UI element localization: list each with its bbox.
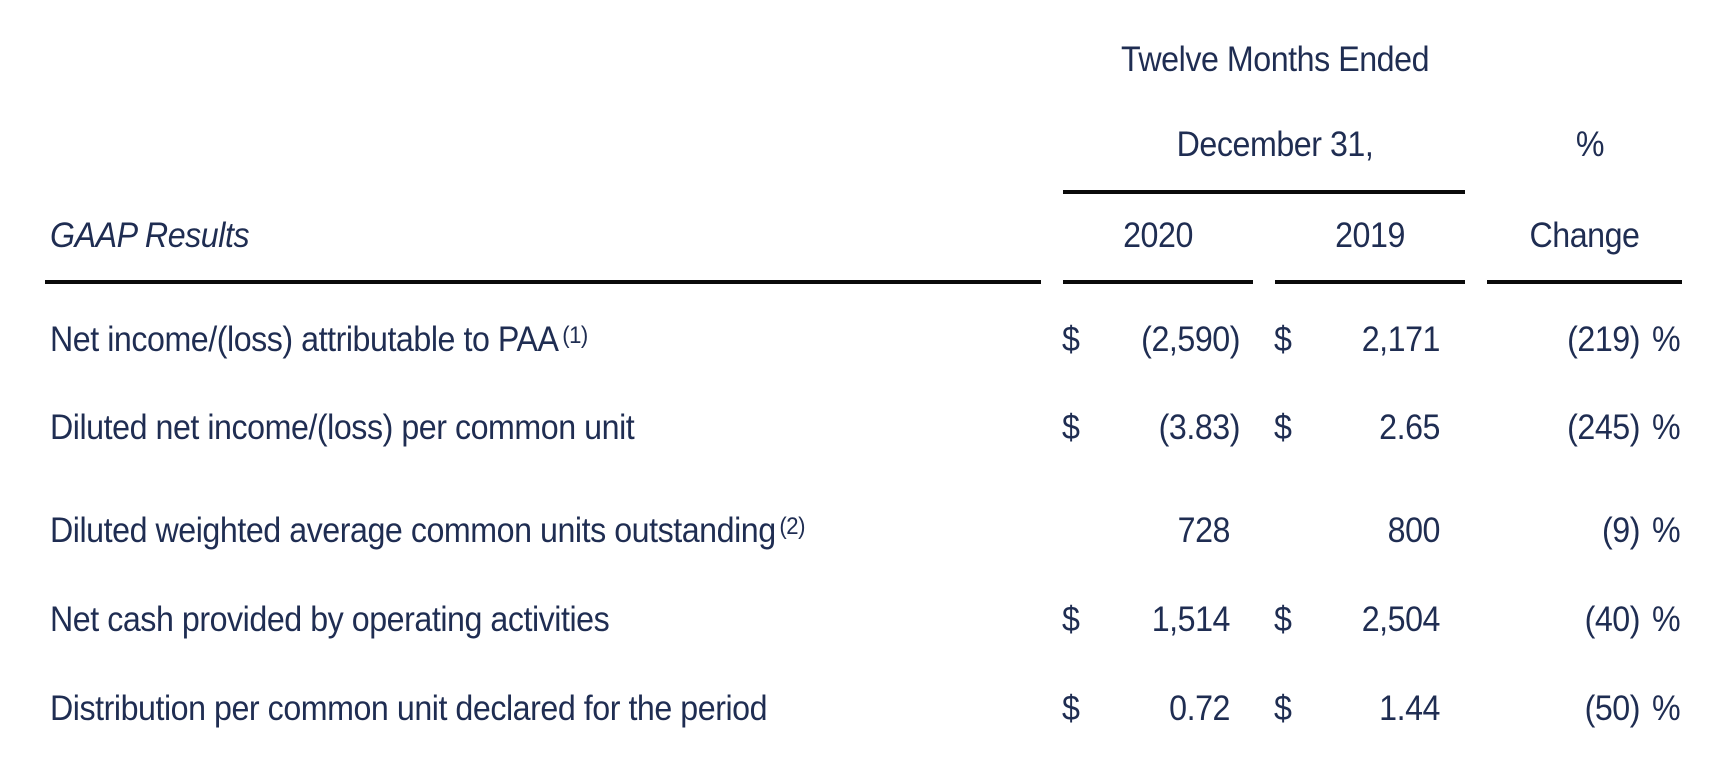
value-change: (245): [1567, 408, 1640, 447]
percent-sign: %: [1652, 320, 1681, 359]
column-header-2019: 2019: [1335, 216, 1405, 255]
percent-header: %: [1575, 125, 1605, 164]
col-2020-rule: [1063, 280, 1253, 284]
percent-sign: %: [1652, 689, 1681, 728]
label-column-rule: [45, 280, 1041, 284]
footnote-marker: (2): [779, 513, 805, 540]
currency-symbol-2020: $: [1062, 600, 1080, 639]
currency-symbol-2019: $: [1274, 689, 1292, 728]
row-label: Net income/(loss) attributable to PAA (1): [50, 320, 588, 359]
value-2020: (2,590): [1141, 320, 1240, 359]
period-header-line2: December 31,: [1176, 125, 1374, 164]
value-2020: (3.83): [1158, 408, 1241, 447]
footnote-marker: (1): [562, 322, 588, 349]
value-2019: 2.65: [1379, 408, 1440, 447]
row-label: Diluted weighted average common units ou…: [50, 511, 805, 550]
col-change-rule: [1487, 280, 1682, 284]
currency-symbol-2020: $: [1062, 320, 1080, 359]
currency-symbol-2020: $: [1062, 408, 1080, 447]
column-header-change: Change: [1529, 216, 1640, 255]
value-change: (9): [1602, 511, 1640, 550]
value-2020: 728: [1177, 511, 1231, 550]
percent-sign: %: [1652, 600, 1681, 639]
period-header-line1: Twelve Months Ended: [1120, 40, 1430, 79]
section-title: GAAP Results: [50, 216, 250, 255]
value-change: (219): [1567, 320, 1640, 359]
row-label: Diluted net income/(loss) per common uni…: [50, 408, 635, 447]
value-2020: 1,514: [1151, 600, 1231, 639]
currency-symbol-2019: $: [1274, 600, 1292, 639]
period-header-rule: [1063, 190, 1465, 194]
row-label: Net cash provided by operating activitie…: [50, 600, 610, 639]
percent-sign: %: [1652, 511, 1681, 550]
value-change: (50): [1584, 689, 1641, 728]
value-2019: 1.44: [1379, 689, 1440, 728]
column-header-2020: 2020: [1123, 216, 1193, 255]
value-change: (40): [1584, 600, 1641, 639]
percent-sign: %: [1652, 408, 1681, 447]
value-2019: 2,171: [1361, 320, 1441, 359]
col-2019-rule: [1275, 280, 1465, 284]
value-2019: 2,504: [1361, 600, 1441, 639]
currency-symbol-2019: $: [1274, 408, 1292, 447]
row-label: Distribution per common unit declared fo…: [50, 689, 768, 728]
currency-symbol-2019: $: [1274, 320, 1292, 359]
currency-symbol-2020: $: [1062, 689, 1080, 728]
value-2019: 800: [1387, 511, 1441, 550]
value-2020: 0.72: [1169, 689, 1230, 728]
